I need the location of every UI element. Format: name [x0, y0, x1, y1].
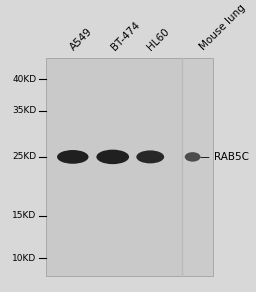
Text: 40KD: 40KD — [12, 75, 37, 84]
Text: A549: A549 — [68, 26, 94, 52]
Ellipse shape — [185, 152, 200, 162]
Text: Mouse lung: Mouse lung — [198, 3, 247, 52]
Text: 35KD: 35KD — [12, 106, 37, 115]
Ellipse shape — [97, 150, 129, 164]
Text: 25KD: 25KD — [12, 152, 37, 161]
Ellipse shape — [57, 150, 89, 164]
Bar — [182, 58, 213, 276]
Text: HL60: HL60 — [146, 26, 172, 52]
Text: 15KD: 15KD — [12, 211, 37, 220]
Text: BT-474: BT-474 — [109, 19, 142, 52]
Ellipse shape — [136, 150, 164, 164]
Bar — [46, 58, 182, 276]
Text: RAB5C: RAB5C — [214, 152, 249, 162]
Text: 10KD: 10KD — [12, 254, 37, 263]
Text: —: — — [200, 152, 209, 162]
